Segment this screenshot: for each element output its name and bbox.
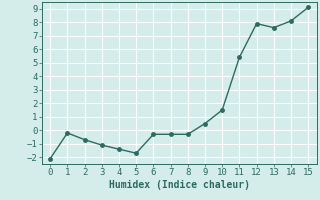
X-axis label: Humidex (Indice chaleur): Humidex (Indice chaleur)	[109, 180, 250, 190]
